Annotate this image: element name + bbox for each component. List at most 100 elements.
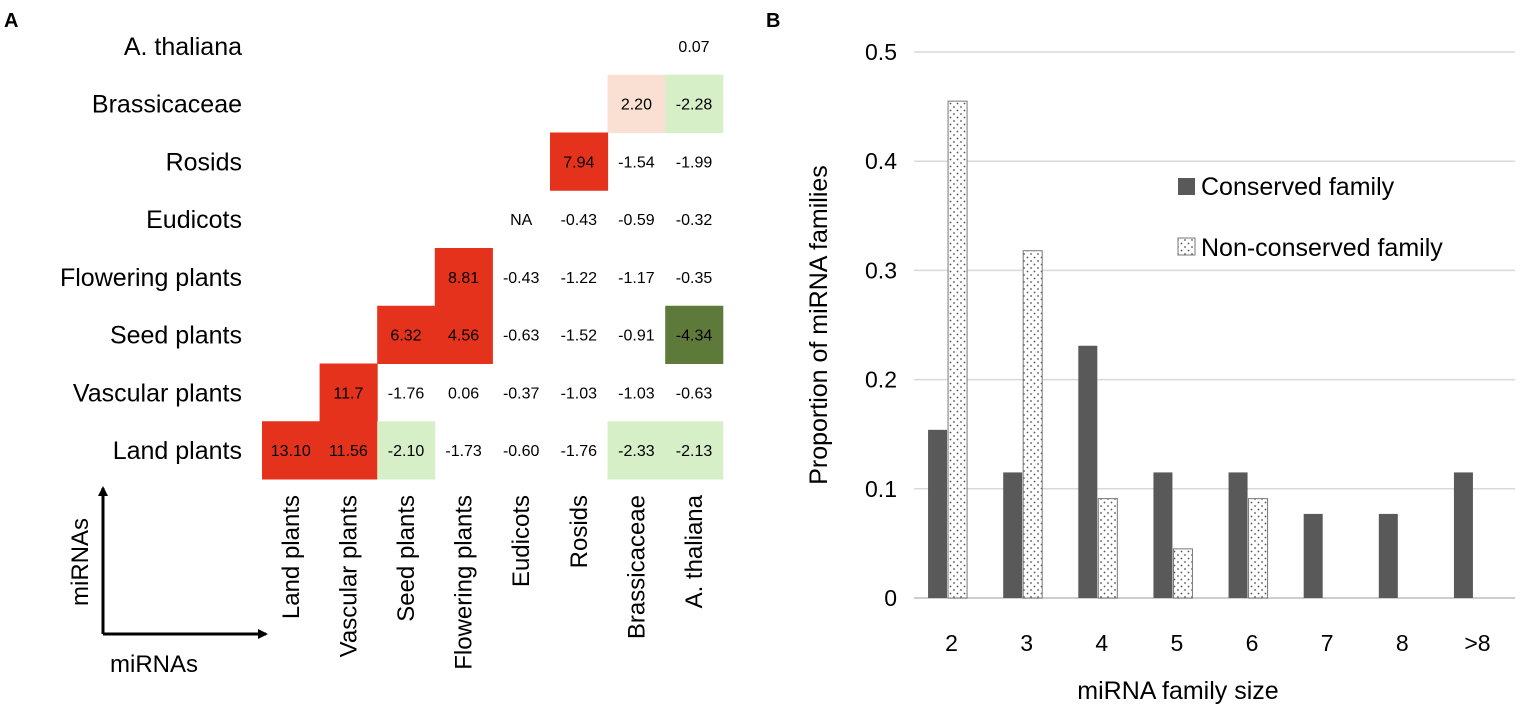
cell-value: 11.7: [333, 385, 363, 402]
cell-value: -2.10: [388, 443, 425, 460]
cell-value: 13.10: [271, 443, 311, 460]
cell-value: 8.81: [448, 270, 479, 287]
panel-label-b: B: [766, 10, 780, 32]
row-label: Flowering plants: [60, 264, 242, 292]
y-tick-label: 0.5: [865, 39, 897, 65]
x-tick-label: 7: [1321, 630, 1334, 656]
cell-value: -4.34: [676, 328, 713, 345]
heatmap-panel: A 0.07 2.20 -2.28 7.94 -1.54 -1.99 NA -0.43 -0.5…: [4, 10, 724, 678]
x-tick-label: 6: [1246, 630, 1259, 656]
heatmap-cell: [665, 421, 724, 480]
column-label: A. thaliana: [681, 494, 708, 608]
bar-conserved: [1228, 472, 1248, 598]
legend-swatch-non-conserved: [1177, 237, 1196, 256]
bar-conserved: [1378, 513, 1398, 598]
bar-chart-panel: B 0 0.1 0.2 0.3 0.4 0.5 2 3 4 5 6 7 8 >8 Proportion …: [766, 10, 1515, 705]
row-label: A. thaliana: [124, 33, 242, 61]
y-tick-label: 0.3: [865, 257, 897, 283]
y-axis-title: Proportion of miRNA families: [805, 165, 833, 485]
cell-value: 0.06: [448, 385, 479, 402]
x-tick-label: 4: [1095, 630, 1108, 656]
bar-conserved: [1303, 513, 1323, 598]
bar-conserved: [1003, 472, 1023, 598]
heatmap-cell: [262, 421, 321, 480]
cell-value: -1.22: [561, 270, 598, 287]
column-label: Seed plants: [393, 495, 420, 622]
cell-value: -1.52: [561, 328, 598, 345]
cell-value: -0.37: [503, 385, 540, 402]
row-label: Rosids: [166, 148, 242, 176]
heatmap-cell: [434, 305, 493, 364]
x-tick-labels: 2 3 4 5 6 7 8 >8: [945, 630, 1490, 656]
cell-value: 7.94: [563, 154, 594, 171]
y-tick-label: 0: [884, 585, 897, 611]
bar-conserved: [1453, 472, 1473, 598]
cell-value: 4.56: [448, 328, 479, 345]
heatmap-cells: 0.07 2.20 -2.28 7.94 -1.54 -1.99 NA -0.43 -0.59 -…: [262, 39, 724, 480]
cell-value: -2.33: [618, 443, 655, 460]
legend: Conserved family Non-conserved family: [1177, 173, 1443, 262]
column-label: Eudicots: [508, 495, 535, 587]
row-label: Land plants: [113, 437, 242, 465]
cell-value: -0.43: [503, 270, 540, 287]
legend-label-conserved: Conserved family: [1201, 173, 1395, 201]
row-label: Eudicots: [146, 206, 242, 234]
heatmap-row-labels: A. thaliana Brassicaceae Rosids Eudicots Flo…: [60, 33, 242, 465]
column-label: Rosids: [566, 495, 593, 568]
y-tick-label: 0.2: [865, 367, 897, 393]
cell-value: -1.99: [676, 154, 713, 171]
bar-conserved: [928, 429, 948, 598]
horizontal-arrow-label: miRNAs: [110, 651, 198, 678]
bar-non-conserved: [1172, 548, 1193, 599]
cell-value: -1.03: [561, 385, 598, 402]
x-tick-label: 5: [1171, 630, 1184, 656]
y-tick-label: 0.4: [865, 148, 897, 174]
cell-value: -1.03: [618, 385, 655, 402]
cell-value: -0.43: [561, 212, 598, 229]
cell-value: -2.28: [676, 97, 713, 114]
heatmap-cell: [319, 421, 378, 480]
heatmap-cell: [550, 132, 609, 191]
legend-swatch-conserved: [1178, 178, 1195, 195]
cell-value: -0.32: [676, 212, 713, 229]
bar-non-conserved: [947, 100, 968, 599]
cell-value: -1.54: [618, 154, 655, 171]
cell-value: -1.76: [561, 443, 598, 460]
column-label: Brassicaceae: [623, 495, 650, 639]
column-label: Land plants: [278, 495, 305, 619]
bar-non-conserved: [1097, 498, 1118, 599]
y-tick-label: 0.1: [865, 476, 897, 502]
row-label: Vascular plants: [73, 379, 242, 407]
column-label: Flowering plants: [451, 495, 478, 670]
heatmap-cell: [665, 305, 724, 364]
cell-value: -0.63: [676, 385, 713, 402]
y-tick-labels: 0 0.1 0.2 0.3 0.4 0.5: [865, 39, 897, 611]
cell-value: -2.13: [676, 443, 713, 460]
cell-value: -1.73: [445, 443, 482, 460]
heatmap-cell: [377, 305, 436, 364]
cell-value: 2.20: [621, 97, 652, 114]
vertical-arrow-label: miRNAs: [67, 518, 94, 606]
heatmap-cell: [434, 248, 493, 307]
cell-value: -1.76: [388, 385, 425, 402]
cell-value: -0.59: [618, 212, 655, 229]
heatmap-column-labels: Land plants Vascular plants Seed plants Flo…: [278, 494, 708, 669]
bar-conserved: [1153, 472, 1173, 598]
x-tick-label: >8: [1464, 630, 1490, 656]
bar-non-conserved: [1248, 498, 1269, 599]
heatmap-cell: [319, 363, 378, 422]
heatmap-cell: [665, 74, 724, 133]
bars: [928, 100, 1473, 599]
x-tick-label: 3: [1020, 630, 1033, 656]
panel-label-a: A: [4, 10, 18, 32]
heatmap-cell: [377, 421, 436, 480]
x-tick-label: 2: [945, 630, 958, 656]
cell-value: -0.35: [676, 270, 713, 287]
row-label: Brassicaceae: [92, 91, 242, 119]
legend-label-non-conserved: Non-conserved family: [1201, 234, 1443, 262]
cell-value: 11.56: [329, 443, 368, 460]
column-label: Vascular plants: [335, 495, 362, 657]
bar-non-conserved: [1022, 250, 1043, 599]
x-tick-label: 8: [1396, 630, 1409, 656]
